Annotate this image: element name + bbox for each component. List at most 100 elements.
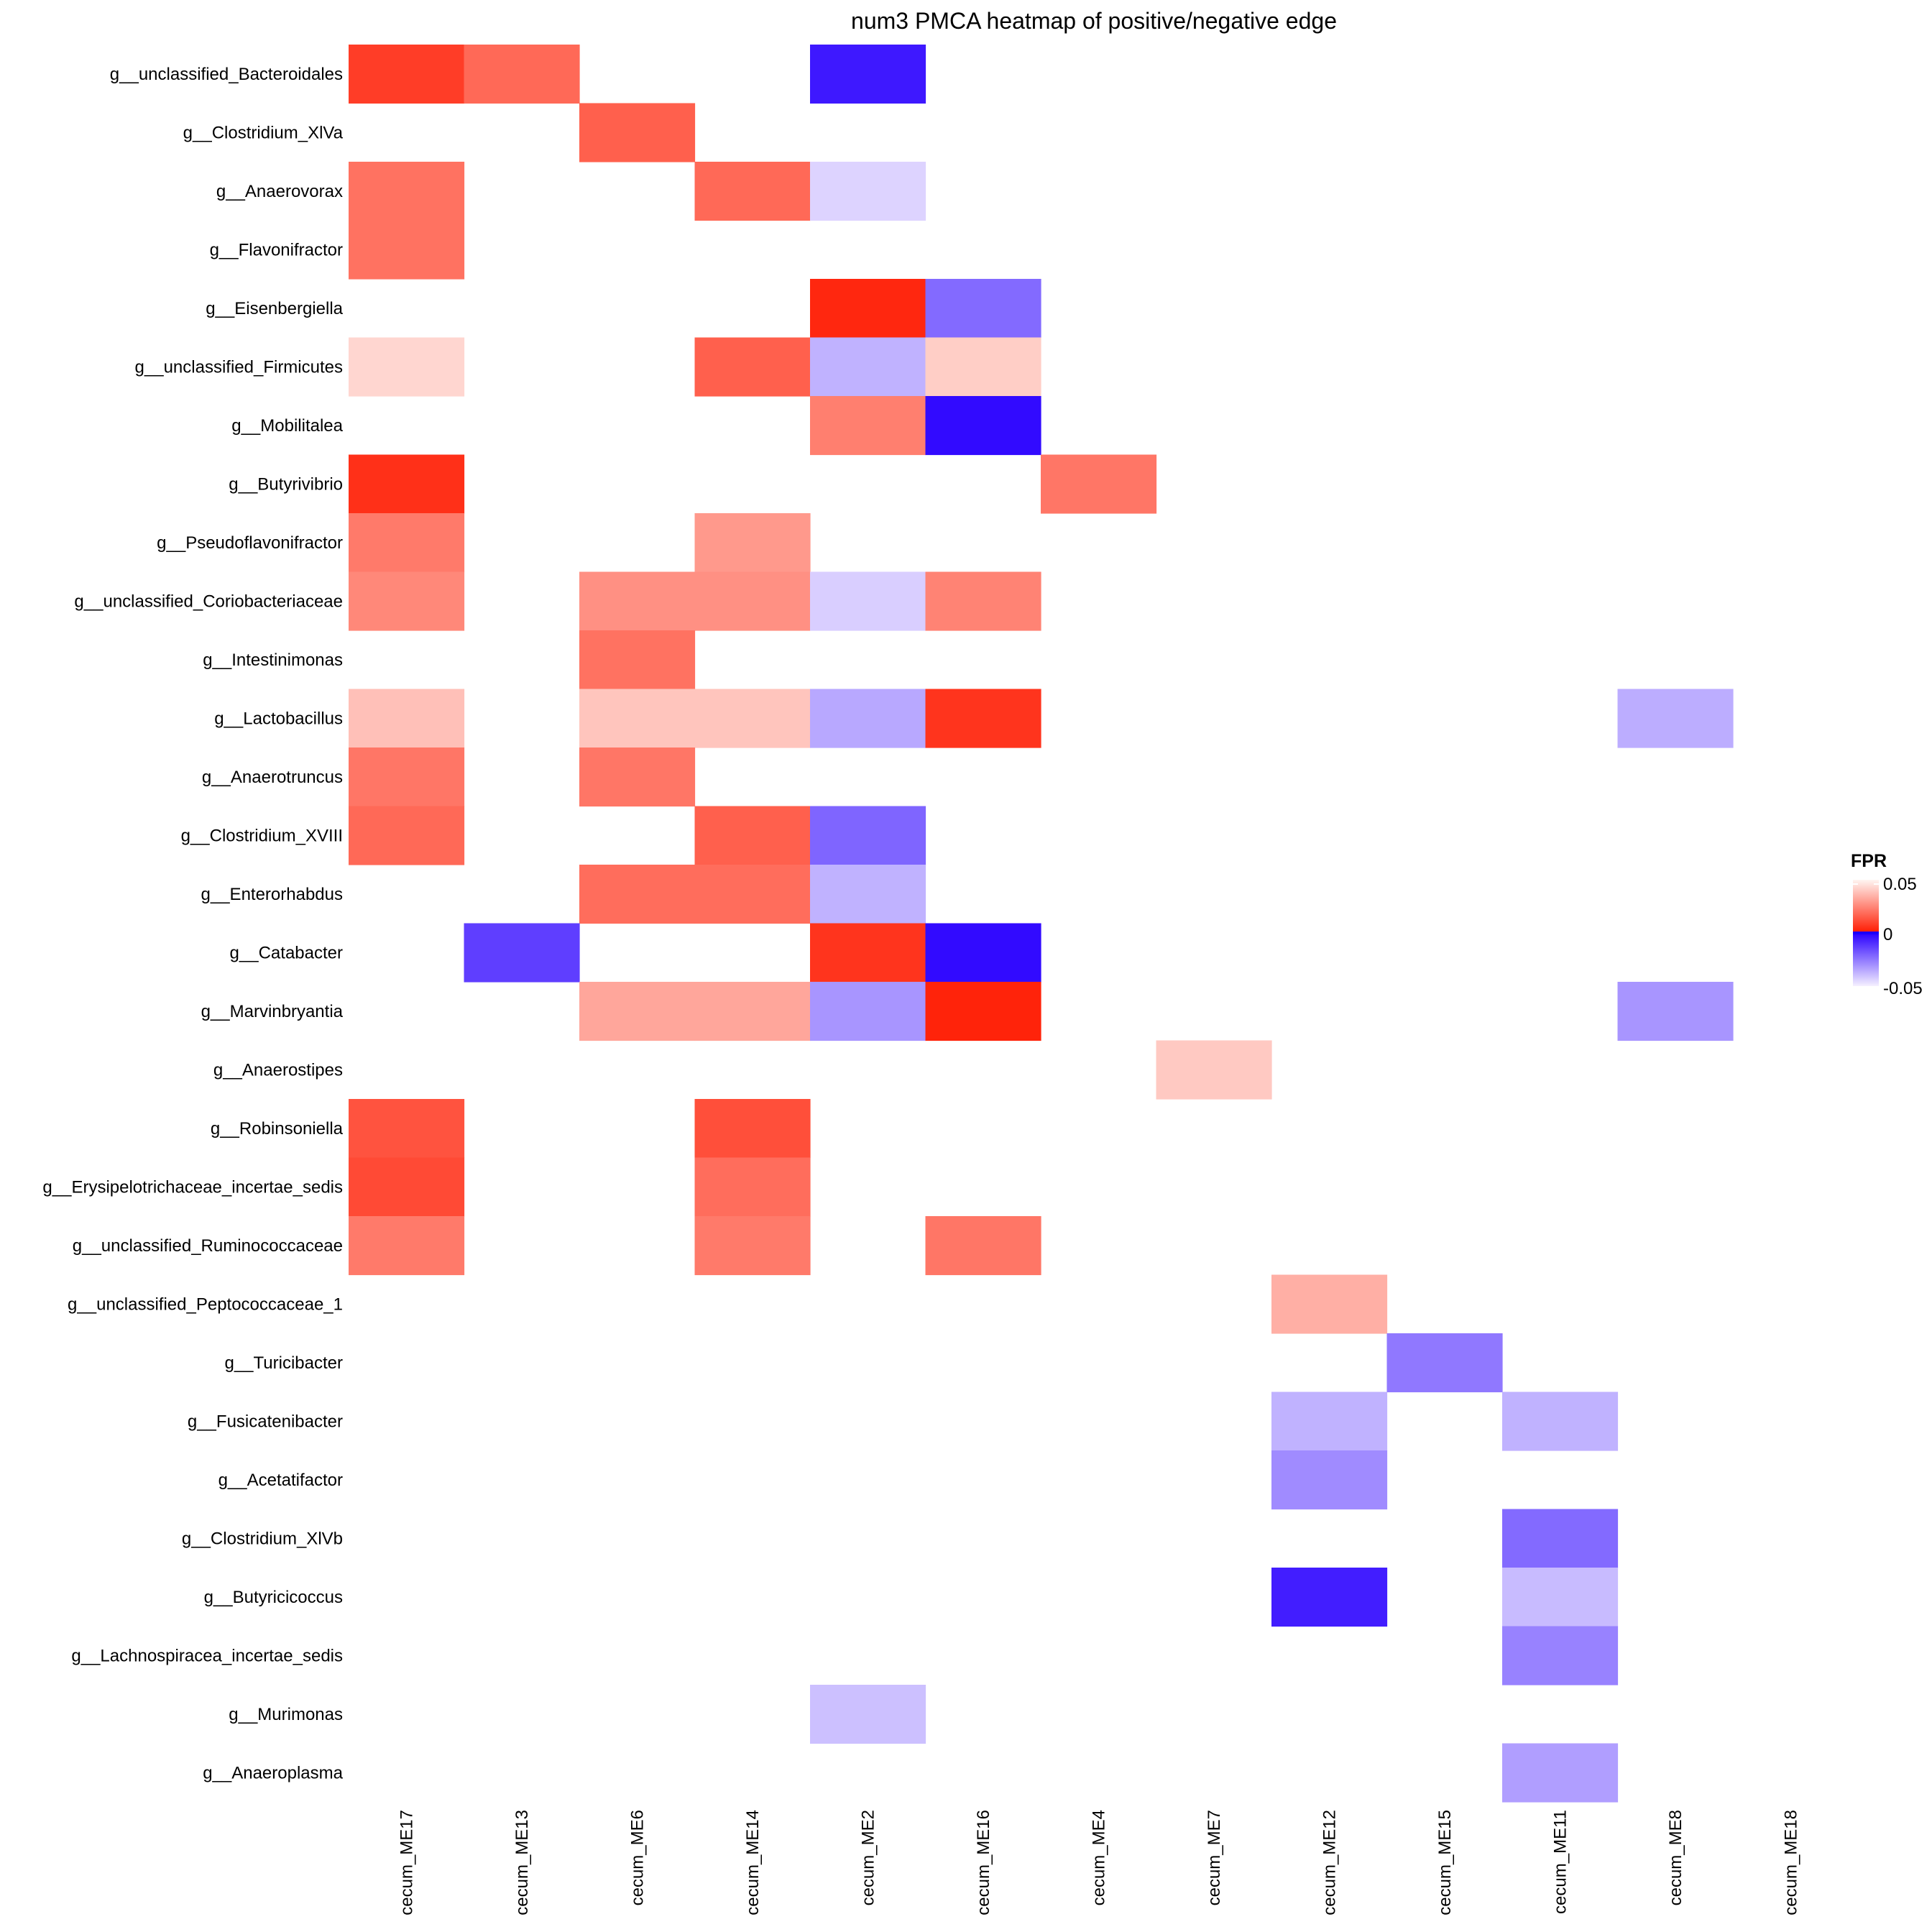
heatmap-cell [694,689,811,748]
heatmap-cell [1502,1509,1619,1568]
heatmap-cell [1156,1040,1272,1100]
row-labels: g__unclassified_Bacteroidales g__Clostrid… [42,65,343,1783]
column-label: cecum_ME18 [1781,1810,1800,1915]
row-label: g__unclassified_Ruminococcaceae [73,1236,343,1256]
heatmap-cell [694,513,811,573]
row-label: g__unclassified_Firmicutes [135,357,343,377]
column-label: cecum_ME4 [1089,1810,1108,1905]
row-label: g__Mobilitalea [231,416,343,436]
row-label: g__Eisenbergiella [206,299,343,318]
legend-positive-gradient [1853,880,1879,933]
heatmap-cell [810,923,926,983]
heatmap-cell [349,571,465,631]
row-label: g__Lachnospiracea_incertae_sedis [71,1646,343,1665]
heatmap-cell [810,279,926,339]
heatmap-cell [1271,1450,1388,1510]
row-label: g__Butyrivibrio [229,474,343,494]
heatmap-cell [694,1099,811,1159]
row-label: g__Acetatifactor [218,1471,343,1490]
column-label: cecum_ME12 [1320,1810,1339,1915]
heatmap-cell [810,571,926,631]
heatmap-cell [464,45,580,104]
heatmap-cell [810,45,926,104]
column-label: cecum_ME7 [1205,1810,1224,1905]
row-label: g__Pseudoflavonifractor [157,533,343,553]
heatmap-cell [694,571,811,631]
heatmap-cell [1502,1568,1619,1627]
heatmap-cell [349,162,465,221]
heatmap-cell [349,689,465,748]
heatmap-cell [579,689,696,748]
legend-tick-bottom: -0.05 [1883,979,1923,998]
column-label: cecum_ME16 [974,1810,993,1915]
heatmap-cell [694,865,811,924]
color-legend: FPR 0.05 0 -0.05 [1851,851,1923,998]
heatmap-cell [349,748,465,807]
heatmap-cell [810,337,926,397]
row-label: g__Anaerotruncus [202,768,343,787]
column-label: cecum_ME11 [1550,1810,1570,1914]
heatmap-cell [694,1216,811,1276]
heatmap-cell [810,396,926,456]
heatmap-cell [1617,689,1734,748]
heatmap-cell [579,748,696,807]
heatmap-cell [694,806,811,865]
heatmap-cell [810,162,926,221]
heatmap-cell [810,865,926,924]
heatmap-cell [925,337,1041,397]
column-label: cecum_ME8 [1666,1810,1685,1905]
column-label: cecum_ME2 [858,1810,878,1905]
heatmap-cell [1041,454,1157,514]
heatmap-cell [349,1099,465,1159]
heatmap-cell [810,1685,926,1744]
heatmap-cell [349,1157,465,1217]
heatmap-cell [1617,982,1734,1041]
column-label: cecum_ME15 [1435,1810,1455,1915]
row-label: g__Murimonas [229,1705,343,1724]
row-label: g__unclassified_Peptococcaceae_1 [68,1294,343,1314]
legend-tick-top: 0.05 [1883,875,1917,894]
heatmap-cell [694,1157,811,1217]
row-label: g__Clostridium_XlVa [183,123,344,142]
row-label: g__Catabacter [230,943,343,962]
heatmap-cell [579,630,696,690]
heatmap-cell [810,982,926,1041]
heatmap-cell [579,865,696,924]
heatmap-cell [925,982,1041,1041]
row-label: g__Clostridium_XVIII [181,826,343,845]
heatmap-cell [579,103,696,162]
column-label: cecum_ME14 [743,1810,763,1915]
row-label: g__Lactobacillus [214,709,343,728]
heatmap-cell [694,337,811,397]
row-label: g__unclassified_Coriobacteriaceae [74,592,343,611]
heatmap-cells [349,45,1734,1803]
row-label: g__Erysipelotrichaceae_incertae_sedis [42,1177,343,1197]
heatmap-cell [925,396,1041,456]
row-label: g__Intestinimonas [203,650,343,670]
heatmap-cell [1271,1568,1388,1627]
row-label: g__Enterorhabdus [201,885,343,904]
row-label: g__Anaerovorax [216,182,343,201]
heatmap-cell [464,923,580,983]
heatmap-cell [1271,1392,1388,1451]
heatmap-cell [349,454,465,514]
heatmap-cell [1271,1274,1388,1334]
heatmap-cell [349,513,465,573]
heatmap-cell [579,982,696,1041]
row-label: g__Marvinbryantia [201,1002,344,1021]
heatmap-cell [810,806,926,865]
row-label: g__unclassified_Bacteroidales [110,65,343,84]
heatmap-cell [925,923,1041,983]
heatmap-cell [579,571,696,631]
legend-title: FPR [1851,851,1887,871]
chart-title: num3 PMCA heatmap of positive/negative e… [851,8,1337,34]
heatmap-cell [1386,1333,1503,1393]
heatmap-cell [1502,1626,1619,1685]
heatmap-cell [694,982,811,1041]
row-label: g__Anaeroplasma [203,1763,343,1782]
legend-tick-zero: 0 [1883,925,1892,944]
heatmap-cell [925,279,1041,339]
heatmap-cell [925,1216,1041,1276]
row-label: g__Butyricicoccus [204,1588,343,1607]
